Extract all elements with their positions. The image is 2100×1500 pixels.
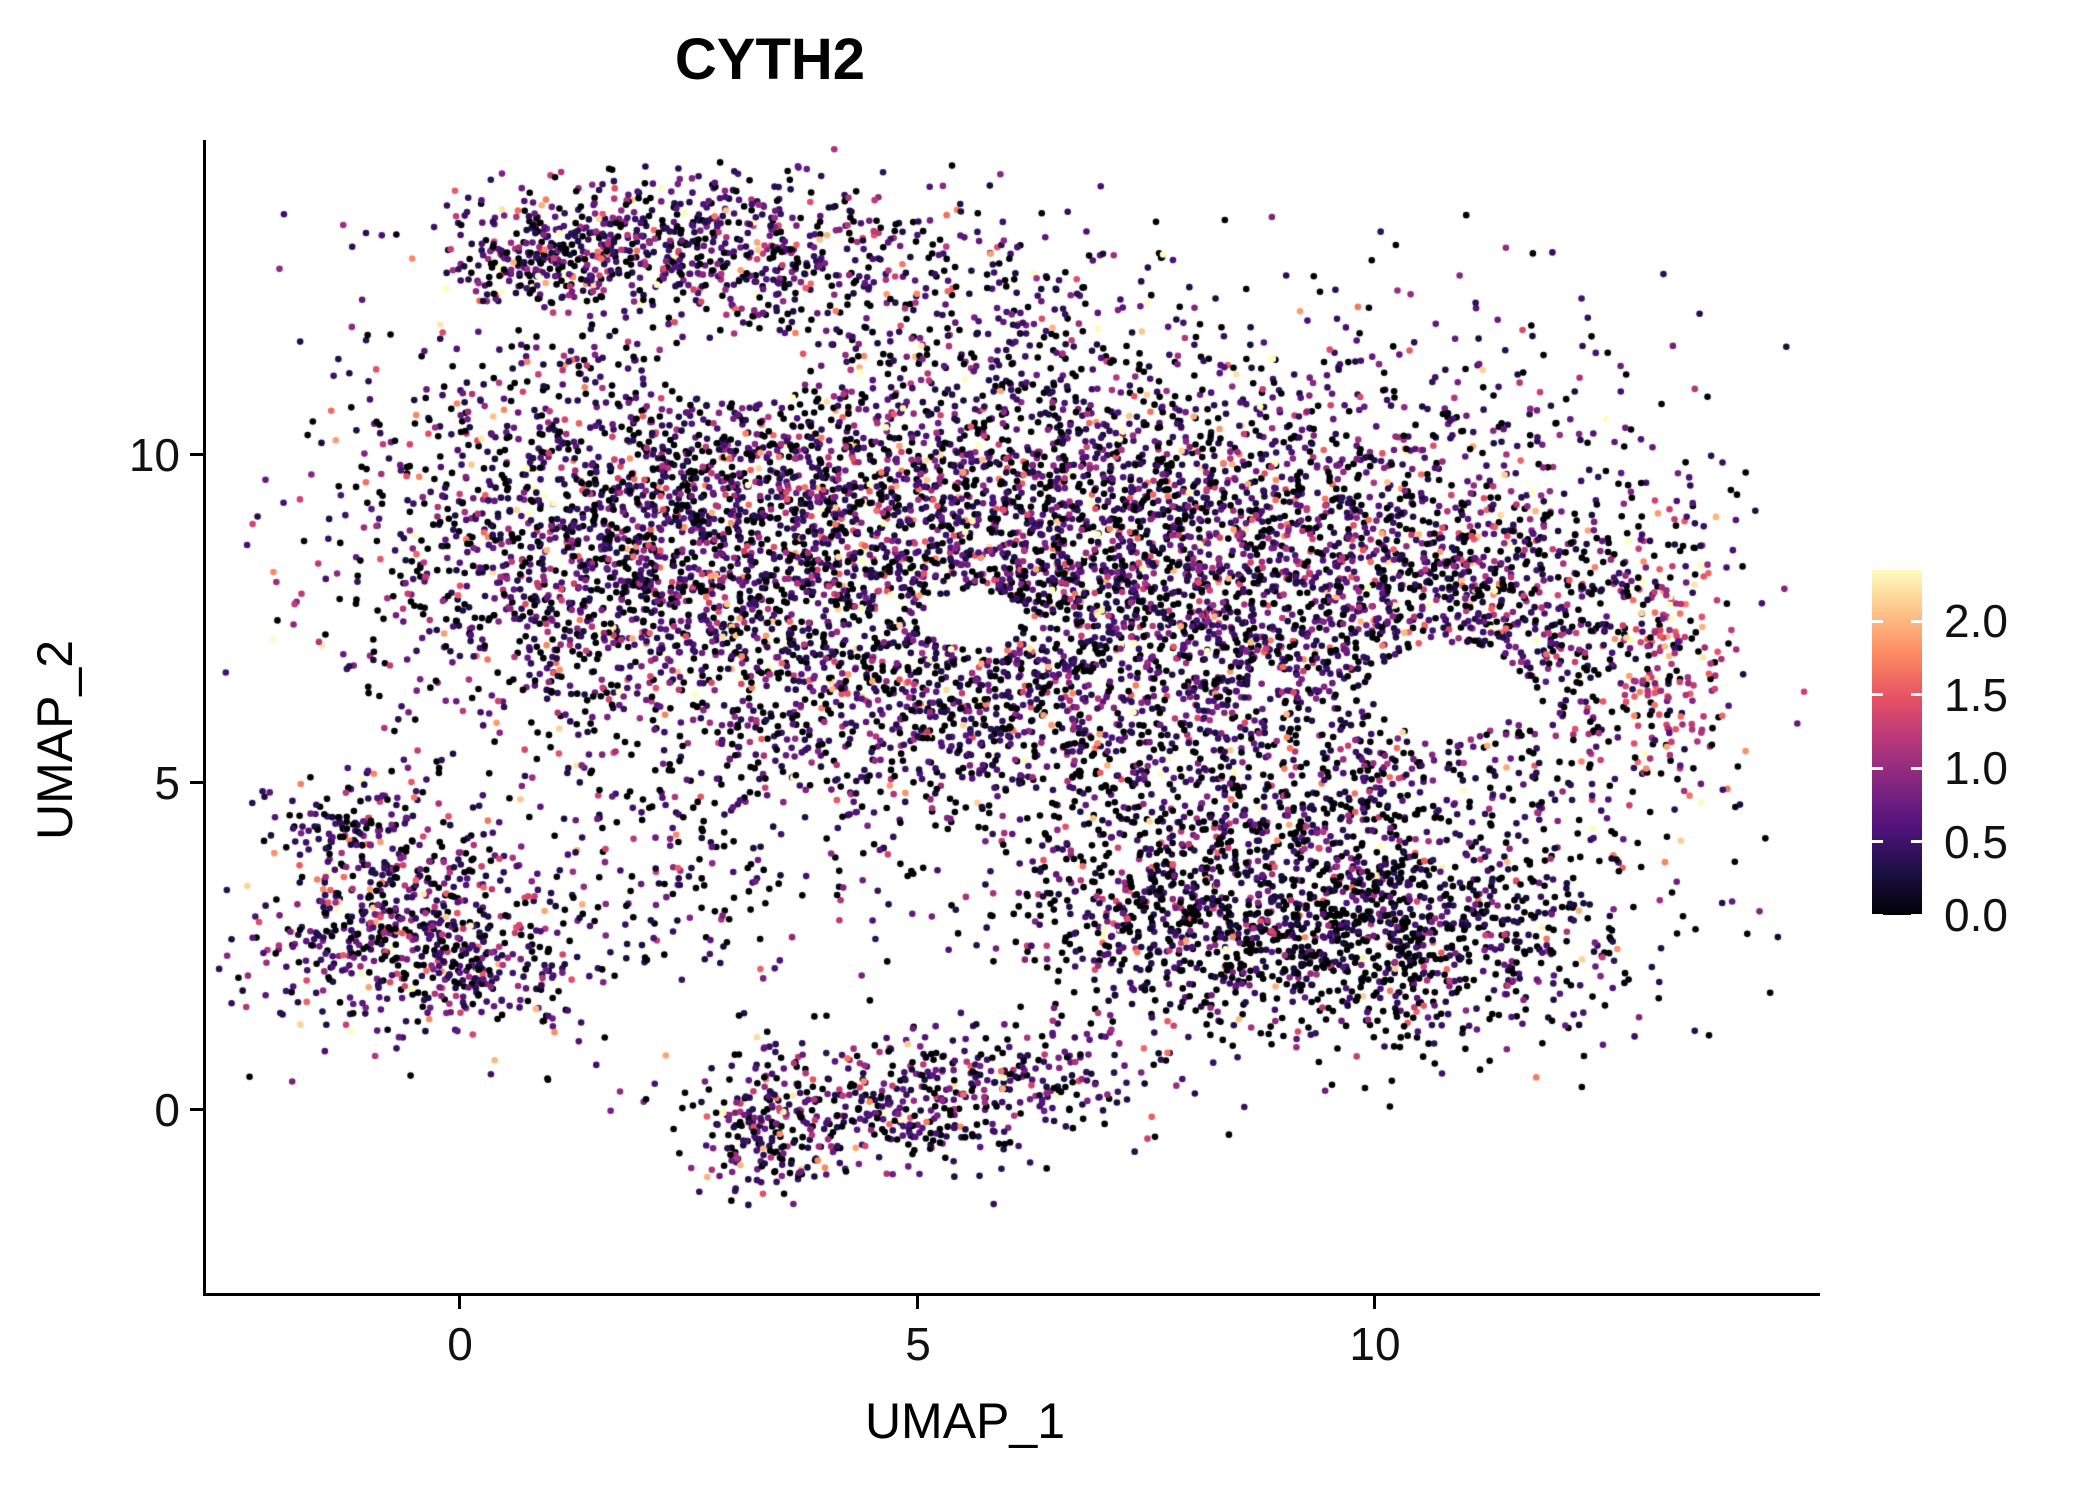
colorbar-tick: [1911, 693, 1922, 697]
colorbar-tick: [1911, 766, 1922, 770]
plot-title: CYTH2: [674, 27, 866, 92]
colorbar-tick: [1911, 840, 1922, 844]
y-tick-mark-5: [190, 781, 203, 784]
colorbar-tick: [1872, 840, 1883, 844]
x-tick-mark-5: [916, 1296, 919, 1309]
x-axis-title: UMAP_1: [864, 1393, 1066, 1449]
colorbar-tick: [1872, 693, 1883, 697]
colorbar-tick: [1872, 766, 1883, 770]
y-tick-label-0: 0: [154, 1084, 180, 1136]
x-tick-mark-10: [1373, 1296, 1376, 1309]
colorbar-label-1.0: 1.0: [1944, 742, 2008, 795]
y-tick-label-10: 10: [128, 429, 180, 481]
colorbar-gradient: [1872, 570, 1922, 915]
colorbar-label-1.5: 1.5: [1944, 668, 2008, 721]
colorbar-label-0.5: 0.5: [1944, 815, 2008, 868]
y-tick-mark-10: [190, 453, 203, 456]
x-tick-mark-0: [458, 1296, 461, 1309]
colorbar-tick: [1872, 619, 1883, 623]
x-axis-line: [203, 1293, 1820, 1296]
colorbar-tick: [1872, 913, 1883, 917]
x-tick-label-5: 5: [905, 1318, 931, 1370]
y-tick-mark-0: [190, 1108, 203, 1111]
colorbar-label-0.0: 0.0: [1944, 889, 2008, 941]
colorbar-label-2.0: 2.0: [1944, 595, 2008, 648]
y-axis-title: UMAP_2: [27, 639, 83, 841]
colorbar-tick: [1911, 619, 1922, 623]
x-tick-label-10: 10: [1349, 1318, 1401, 1370]
y-tick-label-5: 5: [154, 757, 180, 809]
y-axis-line: [203, 140, 206, 1296]
x-tick-label-0: 0: [447, 1318, 473, 1370]
colorbar-tick: [1911, 913, 1922, 917]
